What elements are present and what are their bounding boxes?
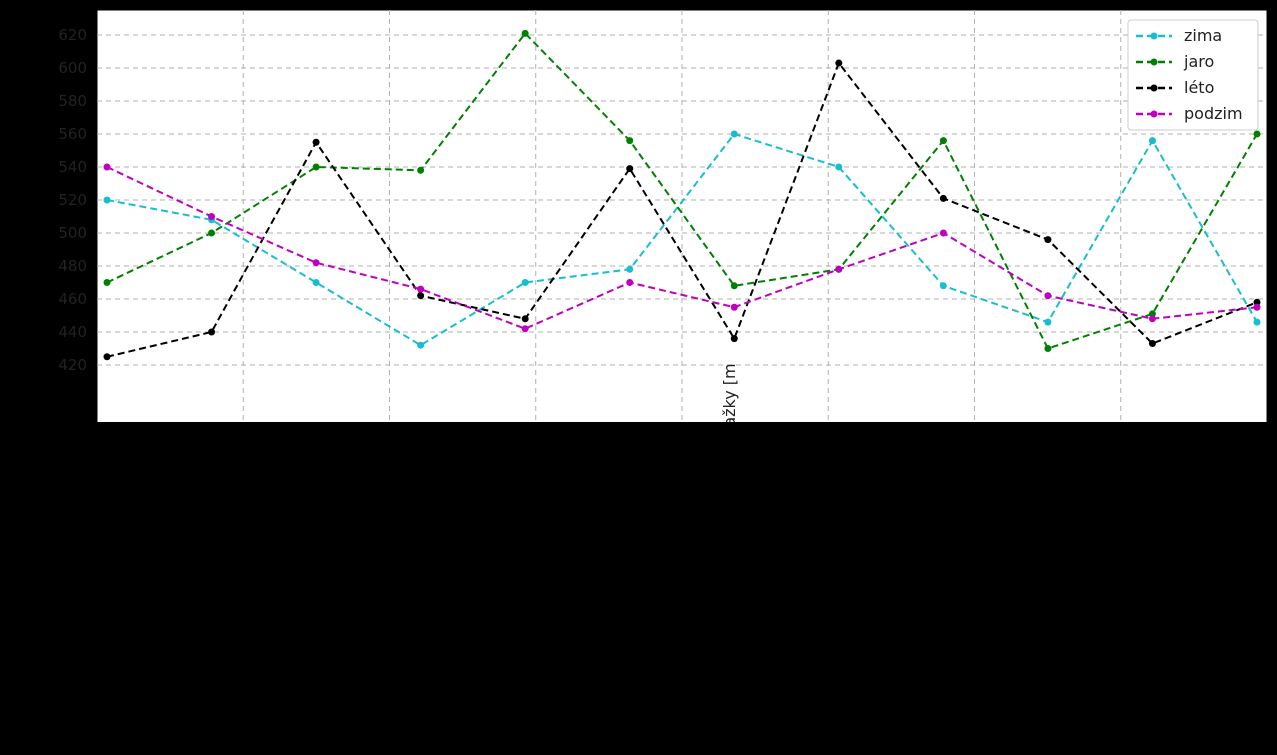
point-podzim-6 [730,303,738,311]
y-tick-label-3: 480 [58,257,87,275]
y-tick-label-8: 580 [58,92,87,110]
point-léto-9 [1044,236,1052,244]
point-zima-6 [730,130,738,138]
point-zima-7 [835,163,843,171]
y-tick-label-1: 440 [58,323,87,341]
y-tick-label-9: 600 [58,59,87,77]
y-tick-label-6: 540 [58,158,87,176]
point-podzim-11 [1253,303,1261,311]
point-jaro-6 [730,282,738,290]
series-line-zima [106,132,1258,347]
series-line-léto [106,61,1258,358]
point-jaro-4 [521,29,529,37]
point-jaro-9 [1044,345,1052,352]
point-zima-11 [1253,318,1261,326]
point-jaro-2 [312,163,320,171]
point-podzim-4 [521,325,529,333]
glitch-overlay [0,422,1277,755]
point-podzim-7 [835,265,843,273]
series-line-podzim [106,166,1258,330]
point-léto-11 [1253,298,1261,306]
point-podzim-5 [626,279,634,286]
series-line-jaro [106,31,1258,350]
point-zima-8 [939,282,947,290]
y-tick-label-2: 460 [58,290,87,308]
legend-box [1127,19,1259,131]
legend-marker-léto [1150,84,1158,92]
point-zima-0 [103,196,111,204]
point-zima-2 [312,279,320,286]
point-jaro-5 [626,137,634,145]
point-zima-9 [1044,318,1052,326]
legend-label-jaro: jaro [1183,52,1214,71]
point-léto-4 [521,315,529,323]
point-léto-10 [1148,340,1156,348]
point-léto-7 [835,59,843,67]
point-léto-0 [103,353,111,361]
legend: zima jaro léto podzim [1127,19,1259,131]
point-léto-5 [626,165,634,173]
point-jaro-11 [1253,130,1261,138]
point-zima-3 [417,341,425,349]
legend-label-zima: zima [1184,26,1222,45]
point-jaro-1 [208,229,216,237]
legend-label-podzim: podzim [1184,104,1243,123]
y-tick-label-7: 560 [58,125,87,143]
point-podzim-0 [103,163,111,171]
point-zima-5 [626,265,634,273]
point-léto-1 [208,328,216,336]
point-zima-4 [521,279,529,286]
point-jaro-3 [417,166,425,174]
grid [97,10,1267,755]
legend-marker-jaro [1150,58,1158,66]
point-jaro-10 [1148,310,1156,318]
point-podzim-3 [417,285,425,293]
point-zima-10 [1148,137,1156,145]
point-léto-3 [417,292,425,300]
y-tick-label-4: 500 [58,224,87,242]
y-tick-label-5: 520 [58,191,87,209]
legend-label-léto: léto [1184,78,1214,97]
y-axis: 420 440 460 480 500 520 540 560 580 600 620 [58,26,97,374]
point-podzim-9 [1044,292,1052,300]
y-tick-label-10: 620 [58,26,87,44]
point-jaro-8 [939,137,947,145]
legend-marker-podzim [1150,110,1158,118]
point-podzim-2 [312,259,320,267]
point-léto-2 [312,138,320,146]
point-podzim-1 [208,213,216,220]
y-axis-label: ažky [m [720,363,739,426]
point-podzim-10 [1148,315,1156,323]
point-léto-8 [939,194,947,202]
point-jaro-0 [103,279,111,286]
legend-marker-zima [1150,32,1158,40]
point-podzim-8 [939,229,947,237]
y-tick-label-0: 420 [58,356,87,374]
point-léto-6 [730,335,738,343]
series-group [103,29,1261,361]
